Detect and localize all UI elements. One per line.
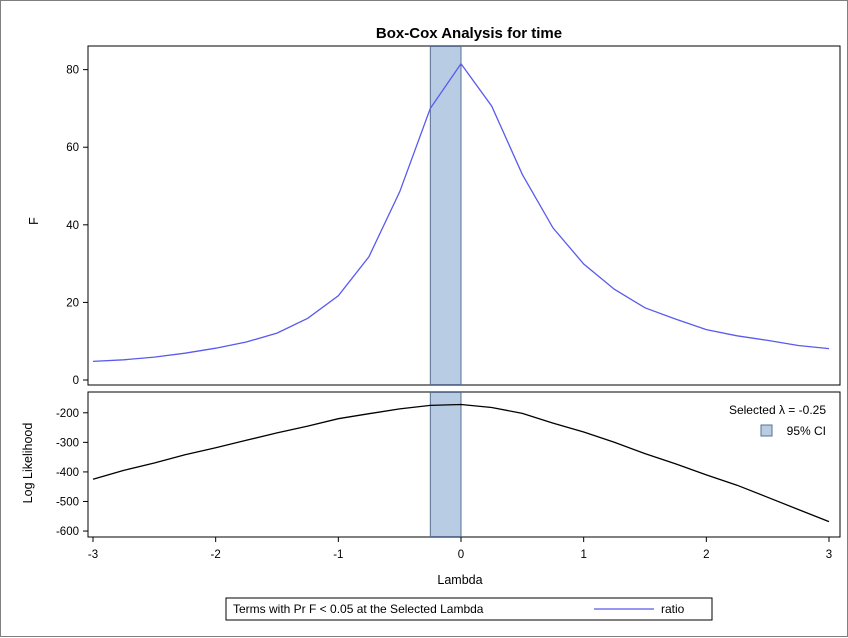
- legend-heading: Terms with Pr F < 0.05 at the Selected L…: [233, 602, 484, 616]
- ci-band: [430, 47, 461, 385]
- y-tick-label: 0: [73, 375, 79, 387]
- x-tick-label: -3: [88, 549, 98, 561]
- ci-legend-swatch: [761, 425, 772, 436]
- x-tick-label: -1: [333, 549, 343, 561]
- y-tick-label: 80: [66, 65, 79, 77]
- y-tick-label: -500: [56, 496, 79, 508]
- y-tick-label: 60: [66, 142, 79, 154]
- y-tick-label: 20: [66, 297, 79, 309]
- x-tick-label: 3: [826, 549, 832, 561]
- chart-title: Box-Cox Analysis for time: [376, 25, 562, 42]
- y-tick-label: -300: [56, 437, 79, 449]
- legend-ratio-label: ratio: [661, 602, 685, 616]
- x-tick-label: 1: [580, 549, 586, 561]
- legend: Terms with Pr F < 0.05 at the Selected L…: [226, 598, 712, 620]
- loglik-panel: -200 -300 -400 -500 -600 Log Likelihood Sele…: [21, 392, 840, 538]
- ci-band: [430, 393, 461, 537]
- selected-lambda-label: Selected λ = -0.25: [729, 403, 826, 417]
- y-tick-label: -200: [56, 408, 79, 420]
- loglik-panel-frame: [88, 392, 840, 537]
- x-axis-label: Lambda: [437, 573, 482, 587]
- x-tick-label: 0: [458, 549, 464, 561]
- ci-legend-label: 95% CI: [787, 424, 826, 438]
- y-tick-label: -400: [56, 467, 79, 479]
- f-axis-label: F: [27, 217, 41, 225]
- y-tick-label: -600: [56, 526, 79, 538]
- x-tick-label: -2: [211, 549, 221, 561]
- x-tick-label: 2: [703, 549, 709, 561]
- f-panel: 0 20 40 60 80 F: [27, 46, 840, 387]
- y-tick-label: 40: [66, 220, 79, 232]
- loglik-axis-label: Log Likelihood: [21, 423, 35, 504]
- x-axis: -3 -2 -1 0 1 2 3: [88, 537, 832, 561]
